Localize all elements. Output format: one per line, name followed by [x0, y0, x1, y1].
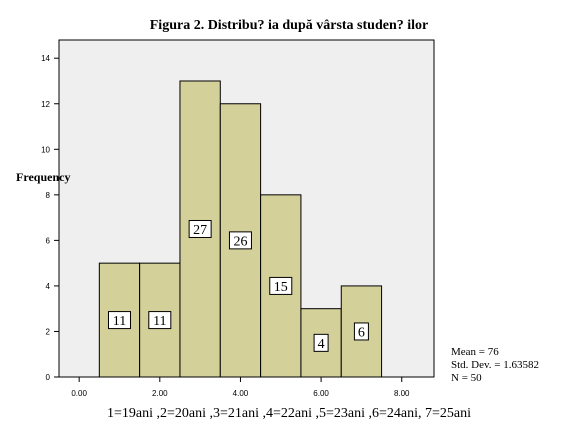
- y-tick-label: 10: [41, 145, 50, 154]
- bar-data-label: 11: [153, 314, 166, 329]
- bar-label-box: [148, 311, 172, 330]
- bar-data-label: 11: [113, 314, 126, 329]
- x-tick-label: 6.00: [313, 389, 329, 398]
- x-tick-label: 8.00: [394, 389, 410, 398]
- bar-label-box: [353, 322, 369, 341]
- y-axis-label: Frequency: [16, 170, 70, 184]
- y-tick-label: 14: [41, 54, 50, 63]
- bar-label-box: [269, 276, 293, 295]
- bar-data-label: 4: [318, 337, 325, 352]
- bar-label-box: [107, 311, 131, 330]
- x-tick-label: 4.00: [233, 389, 249, 398]
- bar-label-box: [188, 219, 212, 238]
- stat-mean: Mean = 76: [451, 346, 499, 358]
- chart-title: Figura 2. Distribu? ia după vârsta stude…: [149, 18, 429, 33]
- y-tick-label: 2: [46, 327, 51, 336]
- x-tick-label: 0.00: [71, 389, 87, 398]
- y-tick-label: 6: [46, 236, 51, 245]
- bar-data-label: 6: [358, 325, 365, 340]
- bar-data-label: 15: [274, 280, 288, 295]
- stat-n: N = 50: [451, 372, 482, 384]
- y-tick-label: 4: [46, 282, 51, 291]
- bar-data-label: 27: [193, 223, 207, 238]
- y-tick-label: 0: [46, 373, 51, 382]
- stats-box: Mean = 76 Std. Dev. = 1.63582 N = 50: [451, 346, 539, 385]
- x-tick-label: 2.00: [152, 389, 168, 398]
- y-tick-label: 12: [41, 100, 50, 109]
- y-tick-label: 8: [46, 191, 51, 200]
- stat-std-dev: Std. Dev. = 1.63582: [451, 359, 539, 371]
- bar-label-box: [313, 333, 329, 352]
- bar-data-label: 26: [233, 234, 247, 249]
- age-legend-caption: 1=19ani ,2=20ani ,3=21ani ,4=22ani ,5=23…: [107, 406, 471, 421]
- bar-label-box: [228, 231, 252, 250]
